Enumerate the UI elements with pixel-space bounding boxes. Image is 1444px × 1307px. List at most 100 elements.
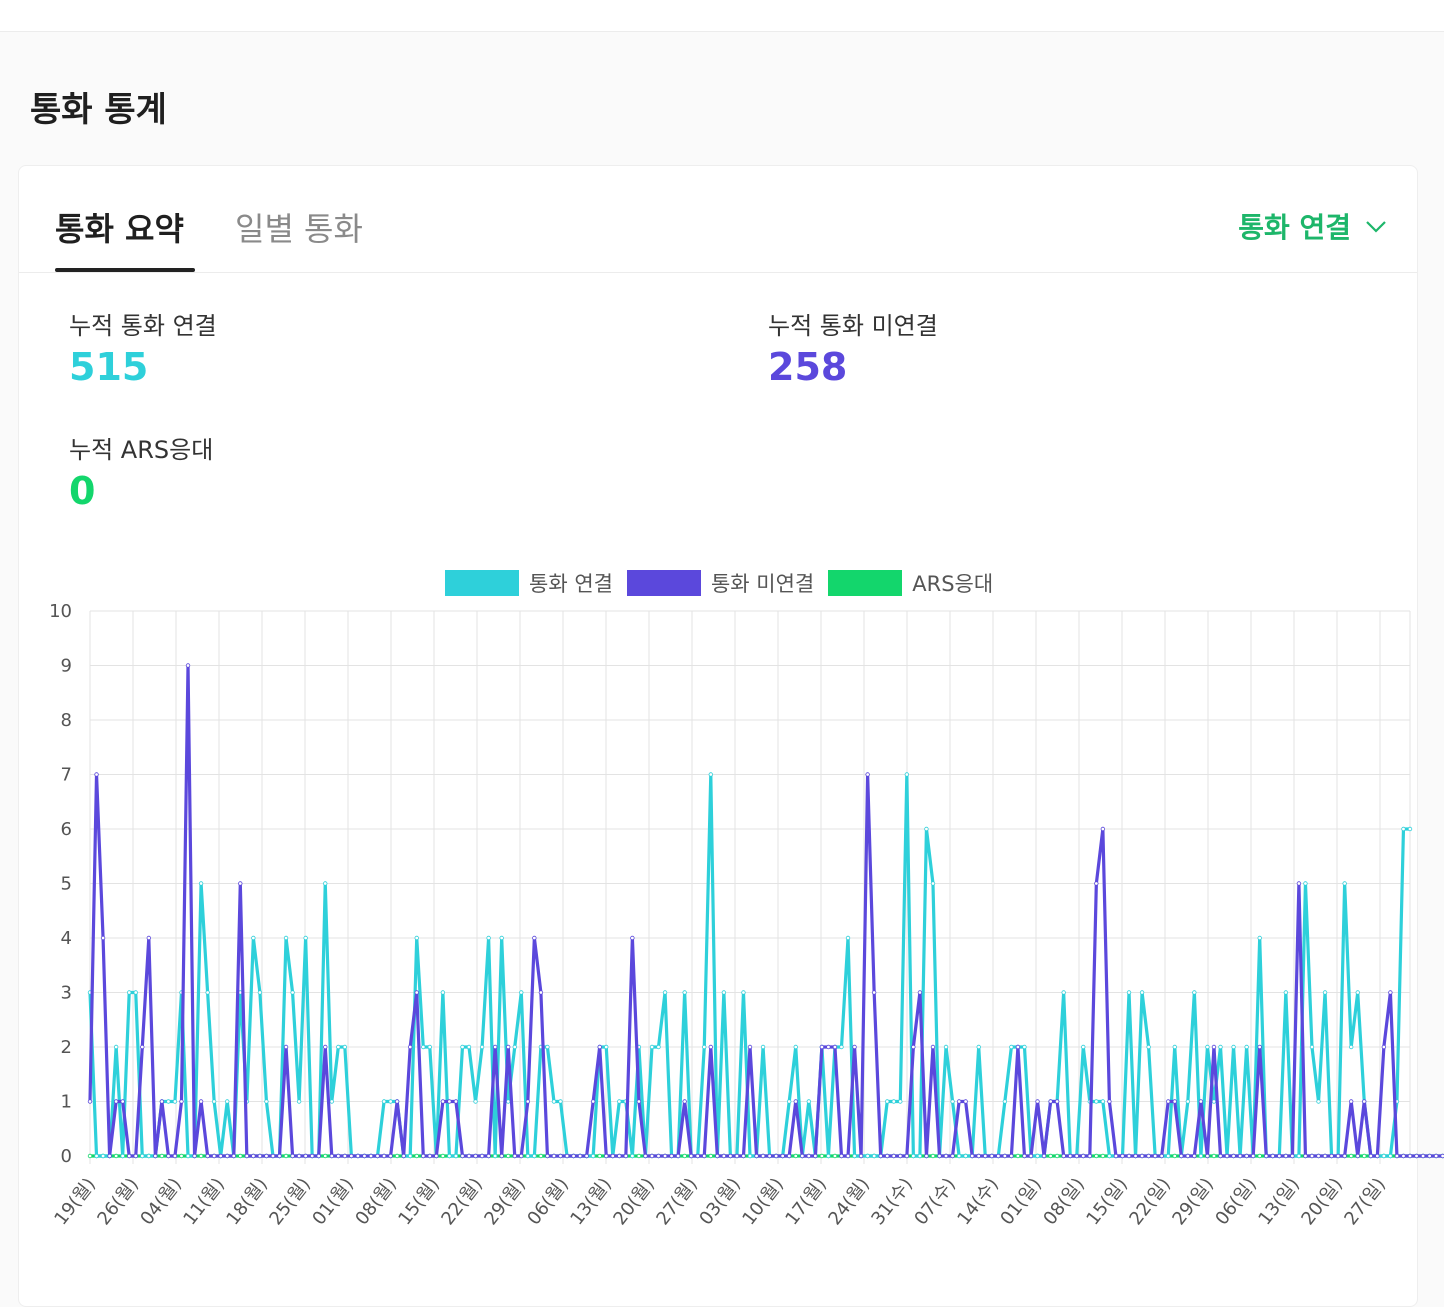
data-point (414, 935, 419, 941)
data-point (760, 1044, 766, 1050)
data-point (845, 1153, 851, 1159)
data-point (499, 1153, 504, 1159)
data-point (1303, 881, 1308, 886)
data-point (283, 1153, 289, 1159)
data-point (146, 1153, 152, 1159)
x-tick-label: 31(수) (867, 1174, 916, 1229)
data-point (1139, 1153, 1145, 1159)
y-tick-label: 6 (61, 819, 72, 840)
data-point (179, 1099, 184, 1104)
data-point (950, 1099, 955, 1104)
data-point (865, 772, 870, 777)
tab-daily-calls[interactable]: 일별 통화 (235, 210, 363, 248)
data-point (355, 1153, 361, 1159)
data-point (564, 1153, 570, 1159)
data-point (1015, 1044, 1021, 1050)
data-point (1401, 826, 1406, 832)
data-point (793, 1099, 798, 1104)
data-point (1362, 1099, 1367, 1104)
data-point (421, 1044, 426, 1050)
data-point (885, 1153, 890, 1159)
data-point (1028, 1153, 1034, 1159)
tab-call-summary[interactable]: 통화 요약 (55, 210, 184, 248)
data-point (545, 1044, 550, 1050)
data-point (1081, 1153, 1086, 1159)
data-point (1159, 1153, 1164, 1159)
data-point (198, 1099, 204, 1104)
data-point (231, 1153, 236, 1159)
legend-item-missed[interactable]: 통화 미연결 (626, 568, 814, 598)
data-point (225, 1099, 230, 1104)
data-point (473, 1099, 478, 1104)
data-point (1172, 1153, 1177, 1159)
legend-item-ars[interactable]: ARS응대 (828, 568, 993, 598)
data-point (94, 772, 99, 777)
data-point (1381, 1044, 1387, 1050)
data-point (394, 1099, 400, 1104)
chevron-down-icon (1366, 221, 1386, 233)
data-point (303, 1153, 308, 1159)
data-point (956, 1153, 962, 1159)
data-point (1362, 1153, 1367, 1159)
data-point (1192, 990, 1197, 995)
x-tick-label: 27(일) (1340, 1174, 1389, 1229)
stat-missed-label: 누적 통화 미연결 (768, 312, 938, 340)
data-point (734, 1153, 740, 1159)
data-point (924, 1153, 929, 1159)
x-tick-label: 13(월) (566, 1174, 615, 1229)
x-tick-label: 06(월) (523, 1174, 572, 1229)
data-point (688, 1153, 694, 1159)
data-point (669, 1153, 674, 1159)
x-tick-label: 04(월) (136, 1174, 185, 1229)
data-point (623, 1153, 629, 1159)
data-point (1427, 1153, 1432, 1159)
data-point (1375, 1153, 1380, 1159)
data-point (558, 1153, 563, 1159)
data-point (597, 1044, 602, 1050)
x-tick-label: 10(월) (738, 1174, 787, 1229)
data-point (460, 1044, 465, 1050)
data-point (806, 1099, 812, 1104)
data-point (473, 1153, 478, 1159)
data-point (904, 772, 910, 777)
x-tick-label: 08(일) (1039, 1174, 1088, 1229)
data-point (996, 1153, 1001, 1159)
data-point (773, 1153, 779, 1159)
data-point (551, 1099, 557, 1104)
data-point (852, 1153, 857, 1159)
legend-item-connected[interactable]: 통화 연결 (445, 568, 613, 598)
data-point (1172, 1099, 1177, 1104)
data-point (610, 1153, 615, 1159)
data-point (675, 1153, 681, 1159)
data-point (878, 1153, 883, 1159)
data-point (113, 1044, 119, 1050)
x-tick-label: 14(수) (953, 1174, 1002, 1229)
data-point (956, 1099, 962, 1104)
data-point (584, 1153, 589, 1159)
x-tick-label: 20(월) (609, 1174, 658, 1229)
data-point (871, 990, 877, 995)
call-type-dropdown[interactable]: 통화 연결 (1238, 206, 1387, 246)
data-point (329, 1099, 334, 1104)
data-point (512, 1044, 517, 1050)
data-point (140, 1153, 145, 1159)
data-point (1054, 1153, 1060, 1159)
data-point (113, 1153, 119, 1159)
data-point (336, 1153, 341, 1159)
data-point (1368, 1153, 1373, 1159)
legend-swatch-ars (828, 570, 903, 596)
data-point (133, 990, 138, 995)
data-point (447, 1099, 452, 1104)
data-point (1107, 1099, 1112, 1104)
data-point (708, 1044, 713, 1050)
data-point (898, 1153, 903, 1159)
data-point (1433, 1153, 1439, 1159)
data-point (682, 1153, 687, 1159)
data-point (257, 990, 263, 995)
data-point (793, 1044, 798, 1050)
data-point (342, 1044, 348, 1050)
data-point (1074, 1153, 1079, 1159)
data-point (604, 1153, 609, 1159)
data-point (1231, 1044, 1236, 1050)
data-point (87, 1099, 93, 1104)
